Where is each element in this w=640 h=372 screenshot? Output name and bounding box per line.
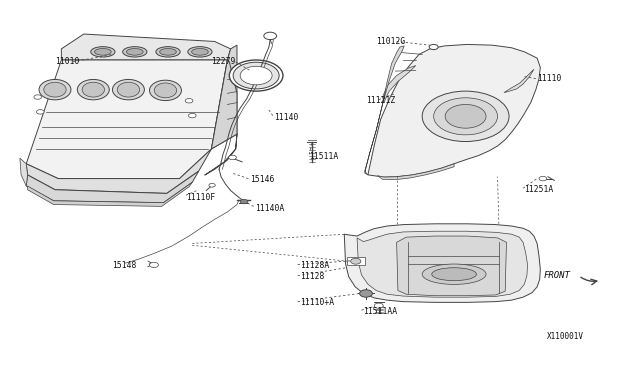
Text: 11140A: 11140A — [255, 204, 284, 213]
Text: 15148: 15148 — [113, 261, 137, 270]
Ellipse shape — [95, 48, 111, 55]
Ellipse shape — [150, 80, 181, 100]
Circle shape — [34, 95, 42, 99]
Ellipse shape — [127, 48, 143, 55]
Circle shape — [429, 44, 438, 49]
Polygon shape — [357, 231, 527, 297]
Circle shape — [539, 176, 547, 181]
Circle shape — [351, 258, 361, 264]
Text: 12279: 12279 — [211, 57, 236, 66]
Circle shape — [36, 110, 44, 114]
Text: 11110+A: 11110+A — [300, 298, 333, 307]
Circle shape — [374, 303, 383, 308]
Polygon shape — [26, 171, 198, 203]
Text: 11110F: 11110F — [186, 193, 215, 202]
Text: 11012G: 11012G — [376, 37, 406, 46]
Ellipse shape — [117, 82, 140, 97]
Text: 11010: 11010 — [55, 57, 79, 66]
Ellipse shape — [422, 264, 486, 285]
Circle shape — [360, 290, 372, 297]
Circle shape — [188, 113, 196, 118]
Text: FRONT: FRONT — [543, 271, 570, 280]
Ellipse shape — [91, 46, 115, 57]
Text: 15146: 15146 — [250, 175, 274, 184]
Text: 11110: 11110 — [537, 74, 561, 83]
Circle shape — [445, 105, 486, 128]
Circle shape — [434, 98, 497, 135]
Text: 11128: 11128 — [300, 272, 324, 281]
Polygon shape — [397, 236, 506, 296]
Circle shape — [233, 62, 279, 89]
Ellipse shape — [39, 80, 71, 100]
Circle shape — [150, 262, 159, 267]
Ellipse shape — [160, 48, 176, 55]
Circle shape — [240, 66, 272, 85]
Circle shape — [264, 32, 276, 39]
Polygon shape — [344, 224, 540, 302]
Circle shape — [228, 155, 236, 160]
Circle shape — [229, 60, 283, 91]
Text: 11511AA: 11511AA — [364, 307, 397, 316]
Polygon shape — [378, 164, 454, 180]
Ellipse shape — [123, 46, 147, 57]
Polygon shape — [20, 158, 28, 186]
Polygon shape — [26, 60, 227, 179]
Ellipse shape — [156, 46, 180, 57]
Polygon shape — [28, 182, 192, 206]
Ellipse shape — [77, 80, 109, 100]
Text: X110001V: X110001V — [547, 331, 584, 341]
Text: 11511A: 11511A — [309, 152, 339, 161]
Ellipse shape — [188, 46, 212, 57]
Polygon shape — [211, 60, 237, 149]
Polygon shape — [61, 34, 230, 60]
Polygon shape — [368, 44, 540, 177]
Polygon shape — [365, 46, 404, 175]
Polygon shape — [26, 149, 211, 193]
Polygon shape — [504, 69, 534, 93]
Ellipse shape — [191, 48, 208, 55]
Ellipse shape — [432, 268, 476, 281]
Ellipse shape — [154, 83, 177, 98]
Text: 11140: 11140 — [274, 113, 298, 122]
Ellipse shape — [113, 80, 145, 100]
Circle shape — [422, 91, 509, 141]
Circle shape — [185, 99, 193, 103]
Ellipse shape — [82, 82, 104, 97]
Circle shape — [209, 183, 215, 187]
Ellipse shape — [44, 82, 66, 97]
Text: 11128A: 11128A — [300, 261, 329, 270]
Text: 11121Z: 11121Z — [366, 96, 396, 105]
Text: 11251A: 11251A — [524, 185, 554, 194]
Polygon shape — [383, 65, 416, 103]
Circle shape — [240, 199, 248, 204]
Polygon shape — [211, 45, 237, 149]
FancyBboxPatch shape — [348, 257, 365, 265]
